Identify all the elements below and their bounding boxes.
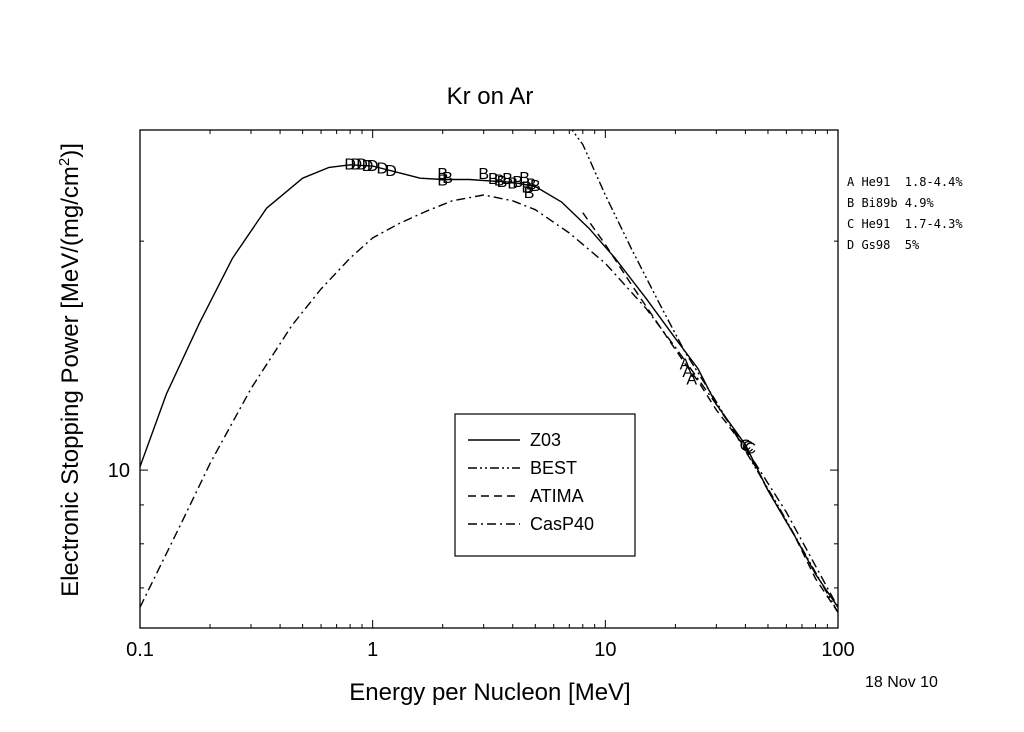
series-lines xyxy=(140,130,838,613)
legend-label-atima: ATIMA xyxy=(530,486,584,506)
y-tick-labels: 10 xyxy=(108,460,130,482)
plot-frame-border xyxy=(139,129,839,629)
reference-a: A He91 1.8-4.4% xyxy=(847,175,963,189)
data-marker-d: D xyxy=(377,160,389,177)
y-axis-title-superscript: 2 xyxy=(56,158,73,166)
data-marker-b: B xyxy=(512,174,523,191)
reference-list: A He91 1.8-4.4% B Bi89b 4.9% C He91 1.7-4.… xyxy=(847,175,963,252)
y-axis-title: Electronic Stopping Power [MeV/(mg/cm2)] xyxy=(56,143,84,597)
data-marker-b: B xyxy=(478,166,489,183)
x-tick-label: 100 xyxy=(821,639,854,661)
data-marker-b: B xyxy=(437,166,448,183)
data-marker-b: B xyxy=(526,177,537,194)
axis-ticks xyxy=(139,130,839,628)
y-axis-title-end: )] xyxy=(57,143,84,158)
data-marker-d: D xyxy=(385,163,397,180)
data-marker-d: D xyxy=(356,156,368,173)
reference-b: B Bi89b 4.9% xyxy=(847,196,934,210)
y-axis-title-main: Electronic Stopping Power [MeV/(mg/cm xyxy=(57,166,84,597)
legend-label-z03: Z03 xyxy=(530,430,561,450)
x-tick-label: 10 xyxy=(594,639,616,661)
reference-c: C He91 1.7-4.3% xyxy=(847,217,963,231)
data-marker-b: B xyxy=(507,175,518,192)
x-tick-label: 1 xyxy=(367,639,378,661)
data-marker-b: B xyxy=(494,173,505,190)
data-marker-c: C xyxy=(745,441,757,458)
data-marker-b: B xyxy=(530,178,541,195)
data-marker-b: B xyxy=(488,171,499,188)
legend-box xyxy=(454,413,636,557)
data-marker-a: A xyxy=(682,364,693,381)
data-marker-b: B xyxy=(524,185,535,202)
legend-label-casp40: CasP40 xyxy=(530,514,594,534)
data-marker-d: D xyxy=(350,156,362,173)
data-marker-b: B xyxy=(502,171,513,188)
y-tick-label: 10 xyxy=(108,460,130,482)
data-marker-a: A xyxy=(686,371,697,388)
series-line-z03 xyxy=(140,164,838,608)
data-marker-b: B xyxy=(519,170,530,187)
data-marker-b: B xyxy=(522,179,533,196)
data-marker-a: A xyxy=(680,357,691,374)
x-tick-label: 0.1 xyxy=(126,639,154,661)
series-line-atima xyxy=(582,212,838,613)
x-axis-title: Energy per Nucleon [MeV] xyxy=(349,679,630,706)
date-stamp: 18 Nov 10 xyxy=(865,674,938,691)
data-marker-b: B xyxy=(497,174,508,191)
chart-title: Kr on Ar xyxy=(447,83,534,110)
data-marker-d: D xyxy=(362,158,374,175)
data-marker-c: C xyxy=(740,438,752,455)
plot-frame xyxy=(139,129,839,629)
legend-entries: Z03 BEST ATIMA CasP40 xyxy=(468,430,594,534)
data-marker-b: B xyxy=(442,170,453,187)
data-marker-d: D xyxy=(367,158,379,175)
data-marker-d: D xyxy=(344,156,356,173)
data-marker-c: C xyxy=(742,439,754,456)
data-marker-b: B xyxy=(437,173,448,190)
legend: Z03 BEST ATIMA CasP40 xyxy=(454,413,636,557)
reference-d: D Gs98 5% xyxy=(847,238,920,252)
x-tick-labels: 0.1 1 10 100 xyxy=(126,639,855,661)
legend-label-best: BEST xyxy=(530,458,577,478)
series-line-best xyxy=(571,130,838,613)
